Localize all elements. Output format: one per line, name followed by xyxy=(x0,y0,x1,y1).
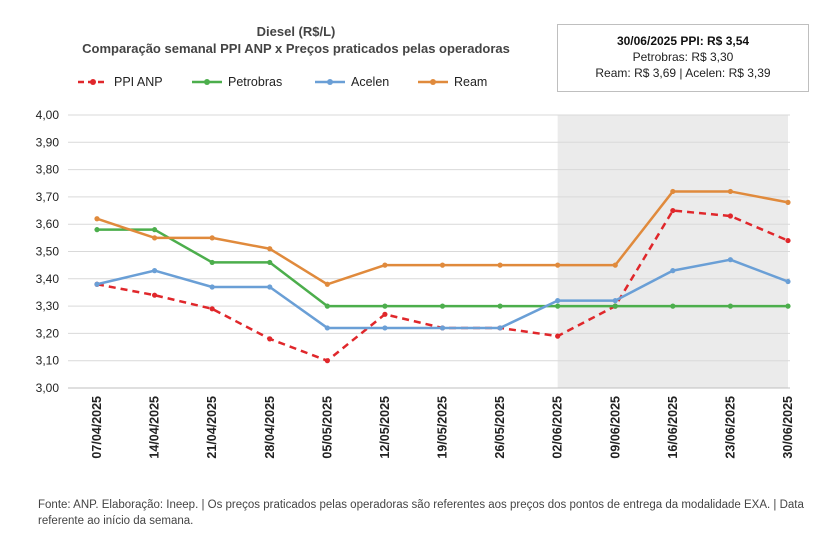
data-point xyxy=(555,333,561,339)
data-point xyxy=(785,199,791,205)
data-point xyxy=(382,325,388,331)
y-tick-label: 3,50 xyxy=(36,245,60,259)
y-tick-label: 3,00 xyxy=(36,381,60,395)
x-tick-label: 19/05/2025 xyxy=(436,396,450,459)
y-tick-label: 3,20 xyxy=(36,326,60,340)
legend-label: Ream xyxy=(454,75,487,89)
data-point xyxy=(324,325,330,331)
data-point xyxy=(382,303,388,309)
data-point xyxy=(209,259,215,266)
x-tick-label: 16/06/2025 xyxy=(666,396,680,459)
data-point xyxy=(785,278,791,285)
info-box-ream-acelen: Ream: R$ 3,69 | Acelen: R$ 3,39 xyxy=(595,66,771,80)
data-point xyxy=(555,262,561,268)
data-point xyxy=(94,227,100,233)
data-point xyxy=(497,325,503,331)
data-point xyxy=(555,298,561,304)
x-tick-label: 21/04/2025 xyxy=(205,396,219,459)
data-point xyxy=(324,281,330,287)
data-point xyxy=(94,281,100,287)
data-point xyxy=(151,292,158,298)
data-point xyxy=(267,284,273,290)
data-point xyxy=(151,235,158,241)
chart-subtitle: Comparação semanal PPI ANP x Preços prat… xyxy=(82,41,510,56)
x-tick-label: 28/04/2025 xyxy=(263,396,277,459)
data-point xyxy=(267,336,273,342)
x-tick-label: 12/05/2025 xyxy=(378,396,392,459)
data-point xyxy=(612,303,618,309)
data-point xyxy=(785,303,791,309)
data-point xyxy=(382,311,388,317)
y-tick-label: 4,00 xyxy=(36,108,60,122)
source-footnote: Fonte: ANP. Elaboração: Ineep. | Os preç… xyxy=(38,499,804,527)
y-tick-label: 3,90 xyxy=(36,135,60,149)
data-point xyxy=(670,188,676,195)
data-point xyxy=(94,216,100,222)
x-tick-label: 09/06/2025 xyxy=(608,396,622,459)
legend-label: Acelen xyxy=(351,75,389,89)
data-point xyxy=(612,298,618,304)
legend-item: Petrobras xyxy=(192,75,282,89)
legend-label: PPI ANP xyxy=(114,75,163,89)
x-tick-label: 07/04/2025 xyxy=(90,396,104,459)
data-point xyxy=(382,262,388,268)
data-point xyxy=(727,303,734,309)
series-acelen xyxy=(94,257,791,331)
legend-marker xyxy=(90,79,96,85)
data-point xyxy=(209,284,215,290)
legend-marker xyxy=(430,79,436,85)
data-point xyxy=(670,268,676,274)
data-point xyxy=(209,306,215,312)
data-point xyxy=(727,257,734,263)
y-tick-label: 3,80 xyxy=(36,163,60,177)
data-point xyxy=(324,358,330,364)
legend-marker xyxy=(327,79,333,85)
data-point xyxy=(555,303,561,309)
x-tick-label: 26/05/2025 xyxy=(493,396,507,459)
x-tick-label: 23/06/2025 xyxy=(723,396,737,459)
data-point xyxy=(439,303,446,309)
data-point xyxy=(267,246,273,252)
info-box-petrobras: Petrobras: R$ 3,30 xyxy=(632,50,734,64)
y-tick-label: 3,60 xyxy=(36,217,60,231)
info-box-headline: 30/06/2025 PPI: R$ 3,54 xyxy=(616,34,750,48)
data-point xyxy=(727,188,734,195)
data-point xyxy=(670,303,676,309)
y-tick-label: 3,40 xyxy=(36,272,60,286)
chart-legend: PPI ANP Petrobras Acelen Ream xyxy=(78,75,487,89)
data-point xyxy=(497,262,503,268)
data-point xyxy=(209,235,215,241)
legend-item: Acelen xyxy=(315,75,389,89)
series-ream xyxy=(94,188,791,287)
chart-title: Diesel (R$/L) xyxy=(257,24,336,39)
plot-area: 3,00 3,10 3,20 3,30 3,40 3,50 3,60 3,70 3,80 3,90… xyxy=(36,108,795,459)
x-tick-label: 14/04/2025 xyxy=(148,396,162,459)
latest-values-box: 30/06/2025 PPI: R$ 3,54 Petrobras: R$ 3,… xyxy=(557,24,809,92)
data-point xyxy=(439,262,446,268)
data-point xyxy=(151,227,158,233)
legend-label: Petrobras xyxy=(228,75,282,89)
data-point xyxy=(151,268,158,274)
legend-marker xyxy=(204,79,210,85)
y-tick-label: 3,30 xyxy=(36,299,60,313)
legend-item: PPI ANP xyxy=(78,75,163,89)
data-point xyxy=(324,303,330,309)
data-point xyxy=(670,207,676,214)
y-tick-label: 3,10 xyxy=(36,354,60,368)
series-petrobras xyxy=(94,227,791,309)
x-tick-label: 02/06/2025 xyxy=(551,396,565,459)
data-point xyxy=(497,303,503,309)
data-point xyxy=(785,237,791,244)
legend-item: Ream xyxy=(418,75,487,89)
x-tick-label: 30/06/2025 xyxy=(781,396,795,459)
data-point xyxy=(439,325,446,331)
x-tick-label: 05/05/2025 xyxy=(320,396,334,459)
data-point xyxy=(727,213,734,219)
data-point xyxy=(612,262,618,268)
y-tick-label: 3,70 xyxy=(36,190,60,204)
data-point xyxy=(267,259,273,266)
